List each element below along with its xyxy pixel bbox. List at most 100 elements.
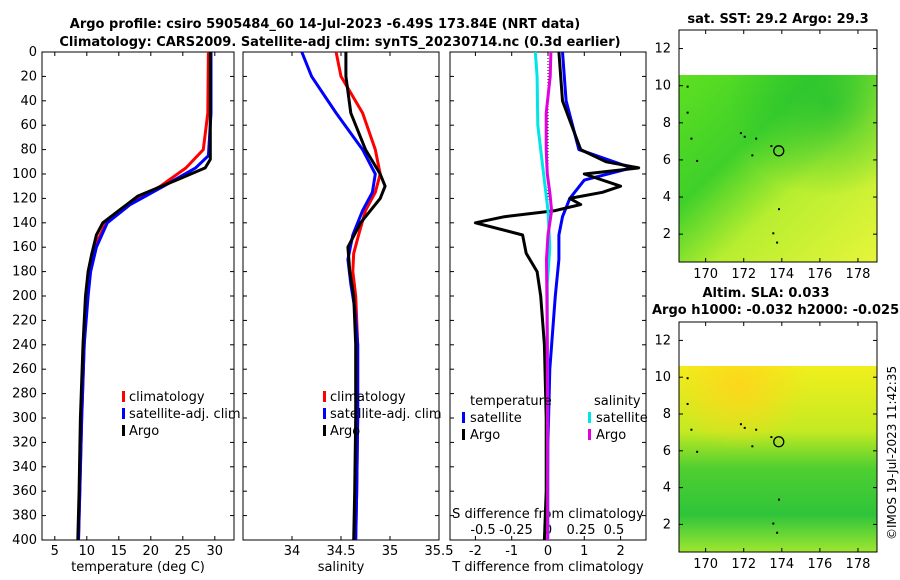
x-tick-label: 10 — [79, 544, 96, 559]
x-tick-label: 176 — [807, 267, 832, 282]
x-tick-label: 174 — [769, 267, 794, 282]
y-tick-label: 8 — [663, 116, 671, 131]
y-tick-label: 12 — [654, 333, 671, 348]
series-line-satellite-adj-clim — [300, 51, 377, 541]
y-tick-label: 400 — [12, 533, 37, 548]
y-tick-label: 4 — [663, 481, 671, 496]
legend-label: climatology — [330, 390, 406, 405]
legend-swatch — [323, 408, 326, 419]
x-axis-label: salinity — [318, 560, 365, 575]
y-tick-label: 60 — [20, 118, 37, 133]
island-speck — [696, 450, 699, 453]
y-tick-label: 220 — [12, 313, 37, 328]
y-tick-label: 140 — [12, 216, 37, 231]
series-line-argo — [76, 52, 212, 541]
map-field-patch — [679, 366, 877, 552]
legend-label: satellite — [470, 411, 522, 426]
y-tick-label: 80 — [20, 143, 37, 158]
y-tick-label: 100 — [12, 167, 37, 182]
map-frame — [678, 29, 878, 263]
s-diff-tick-label: 0.5 — [604, 523, 625, 538]
y-tick-label: 360 — [12, 484, 37, 499]
x-tick-label: 34 — [284, 544, 301, 559]
series-line-t-argo — [473, 51, 641, 541]
sst-map-panel: 170 172 174 176 178 2 4 6 8 10 12 — [654, 29, 878, 282]
island-speck — [690, 137, 693, 140]
legend-label: Argo — [596, 428, 626, 443]
temperature-panel: 0 20 40 60 80 100 120 140 160 180 200 220 240 260 280 3… — [12, 45, 240, 575]
series-line-s-argo — [544, 51, 554, 540]
x-tick-label: 35 — [382, 544, 399, 559]
y-tick-label: 20 — [20, 69, 37, 84]
legend-title-salinity: salinity — [594, 394, 641, 409]
argo-position-marker — [773, 145, 785, 157]
argo-position-marker — [773, 436, 785, 448]
legend-label: Argo — [129, 424, 159, 439]
legend-swatch — [122, 391, 125, 402]
y-tick-label: 380 — [12, 509, 37, 524]
x-tick-label: 20 — [143, 544, 160, 559]
legend-label: Argo — [330, 424, 360, 439]
s-diff-tick-label: -0.5 — [470, 523, 495, 538]
y-tick-label: 6 — [663, 153, 671, 168]
legend-label: satellite-adj. clim — [129, 407, 241, 422]
island-speck — [751, 154, 754, 157]
y-tick-label: 180 — [12, 265, 37, 280]
x-tick-label: 178 — [846, 557, 871, 572]
x-tick-label: 1 — [580, 544, 588, 559]
y-tick-label: 260 — [12, 362, 37, 377]
island-speck — [772, 522, 775, 525]
x-tick-label: 25 — [175, 544, 192, 559]
legend-swatch — [122, 408, 125, 419]
x-tick-label: 5 — [51, 544, 59, 559]
legend-title-temperature: temperature — [470, 394, 552, 409]
title-line-2: Climatology: CARS2009. Satellite-adj cli… — [59, 35, 620, 50]
x-tick-label: 172 — [731, 267, 756, 282]
legend-swatch — [588, 412, 591, 423]
map-field-patch — [679, 75, 877, 262]
sst-map-title: sat. SST: 29.2 Argo: 29.3 — [687, 12, 868, 27]
x-tick-label: -1 — [505, 544, 518, 559]
island-speck — [770, 145, 773, 148]
y-tick-label: 2 — [663, 517, 671, 532]
sla-map-subtitle: Argo h1000: -0.032 h2000: -0.025 — [652, 303, 899, 318]
map-frame — [678, 321, 878, 553]
y-tick-label: 300 — [12, 411, 37, 426]
s-diff-tick-label: -0.25 — [499, 523, 533, 538]
y-tick-label: 6 — [663, 444, 671, 459]
island-speck — [776, 241, 779, 244]
title-line-1: Argo profile: csiro 5905484_60 14-Jul-20… — [70, 17, 580, 32]
y-tick-label: 200 — [12, 289, 37, 304]
island-speck — [686, 402, 689, 405]
legend-swatch — [462, 429, 465, 440]
y-tick-label: 280 — [12, 387, 37, 402]
y-tick-label: 10 — [654, 370, 671, 385]
island-speck — [776, 531, 779, 534]
legend-swatch — [323, 425, 326, 436]
legend-swatch — [588, 429, 591, 440]
island-speck — [686, 377, 689, 380]
series-line-climatology — [77, 51, 210, 541]
island-speck — [778, 208, 780, 211]
x-tick-label: 35.5 — [425, 544, 454, 559]
island-speck — [778, 498, 780, 501]
s-diff-tick-label: 0.25 — [567, 523, 596, 538]
island-speck — [755, 137, 758, 140]
y-tick-label: 160 — [12, 240, 37, 255]
x-tick-label: 178 — [846, 267, 871, 282]
island-speck — [751, 445, 754, 448]
legend-label: climatology — [129, 390, 205, 405]
island-speck — [696, 159, 699, 162]
x-axis-label: temperature (deg C) — [71, 560, 205, 575]
island-speck — [686, 111, 689, 114]
x-axis-label: T difference from climatology — [451, 560, 644, 575]
legend-swatch — [323, 391, 326, 402]
x-tick-label: 172 — [731, 557, 756, 572]
y-tick-label: 40 — [20, 94, 37, 109]
island-speck — [772, 232, 775, 235]
sla-map-panel: 170 172 174 176 178 2 4 6 8 10 12 — [654, 321, 878, 572]
imos-watermark: ©IMOS 19-Jul-2023 11:42:35 — [885, 366, 899, 540]
y-tick-label: 0 — [29, 45, 37, 60]
